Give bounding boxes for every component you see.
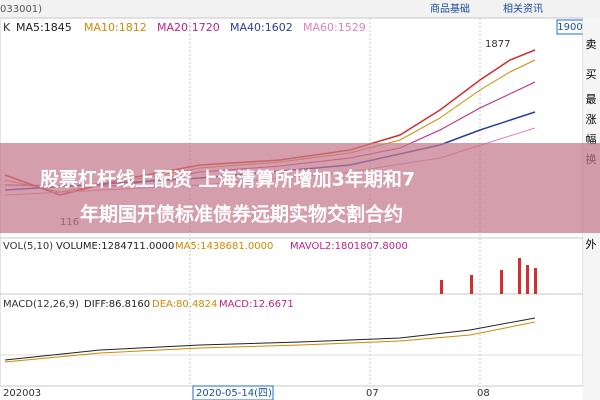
legend-ma10: MA10:1812 — [84, 21, 147, 34]
x-label: 07 — [366, 388, 379, 399]
macd-dea: DEA:80.4824 — [152, 299, 217, 310]
diff-line — [4, 317, 536, 361]
sidebar-item[interactable]: 卖 — [586, 38, 597, 51]
legend-ma5: MA5:1845 — [16, 21, 72, 34]
top-bar — [0, 0, 600, 18]
sidebar-item[interactable]: 幅 — [586, 133, 597, 146]
tab[interactable]: 商品基础 — [430, 2, 470, 15]
vol-volume: VOLUME:1284711.0000 — [56, 241, 174, 252]
banner-line: 年期国开债标准债券远期实物交割合约 — [80, 203, 403, 226]
vol-name: VOL(5,10) — [3, 241, 53, 252]
sidebar-item[interactable]: 买 — [586, 68, 597, 81]
price-box-text: 1900 — [557, 22, 582, 33]
sidebar-item[interactable]: 涨 — [586, 113, 597, 126]
stock-code: 033001) — [0, 4, 42, 15]
legend-ma40: MA40:1602 — [230, 21, 293, 34]
banner-line: 股票杠杆线上配资 上海清算所增加3年期和7 — [40, 168, 415, 191]
vol-ma5: MA5:1438681.0000 — [175, 241, 273, 252]
x-label: 202003 — [3, 388, 41, 399]
sidebar-item[interactable]: 最 — [586, 93, 597, 106]
x-cursor-box — [192, 385, 274, 400]
dea-line — [4, 321, 536, 363]
macd-name: MACD(12,26,9) — [3, 299, 79, 310]
macd-diff: DIFF:86.8160 — [84, 299, 150, 310]
legend-k: K — [3, 21, 11, 34]
macd-value: MACD:12.6671 — [219, 299, 294, 310]
sidebar-item[interactable]: 外 — [586, 238, 597, 251]
tab[interactable]: 相关资讯 — [503, 2, 543, 15]
legend-ma60: MA60:1529 — [303, 21, 366, 34]
legend-ma20: MA20:1720 — [157, 21, 220, 34]
x-label: 08 — [477, 388, 490, 399]
banner — [0, 143, 600, 233]
vol-mavol2: MAVOL2:1801807.8000 — [290, 241, 408, 252]
high-annotation: 1877 — [485, 39, 510, 50]
x-label: 2020-05-14(四) — [196, 388, 272, 399]
volume-bars — [440, 258, 537, 294]
